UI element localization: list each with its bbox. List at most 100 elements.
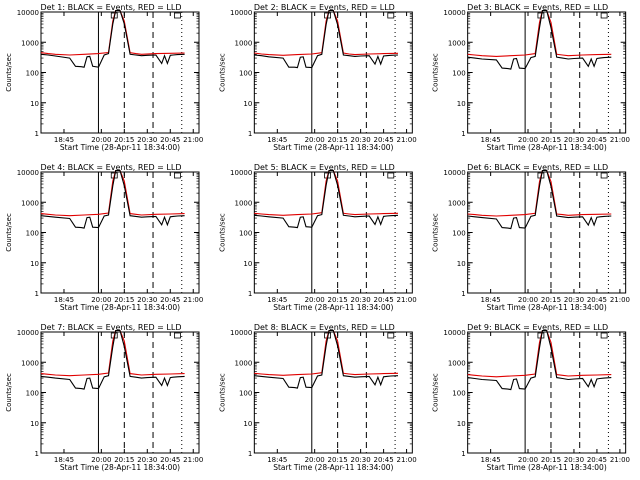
det-3-xlabel: Start Time (28-Apr-11 18:34:00) [487, 143, 607, 152]
det-8-title: Det 8: BLACK = Events, RED = LLD [254, 323, 395, 332]
det-6-xtick-label: 20:00 [518, 296, 538, 304]
det-4-xtick-label: 20:15 [114, 296, 134, 304]
det-7-ytick-label: 1000 [21, 359, 39, 367]
det-2-plot-frame [253, 11, 413, 134]
det-4-ylabel: Counts/sec [5, 213, 13, 252]
det-5-ytick-label: 10 [243, 260, 252, 268]
det-3-ytick-label: 10000 [443, 9, 465, 17]
det-4-series-lld [40, 169, 185, 217]
det-5-xtick-label: 20:15 [328, 296, 348, 304]
det-1-xlabel: Start Time (28-Apr-11 18:34:00) [60, 143, 180, 152]
det-8-marker-box [387, 332, 395, 339]
det-2-title: Det 2: BLACK = Events, RED = LLD [254, 3, 395, 12]
det-9-series-lld [467, 329, 612, 378]
det-3-xtick-label: 20:00 [518, 136, 538, 144]
det-9-ytick-label: 1000 [448, 359, 466, 367]
det-6-ytick-label: 100 [452, 230, 465, 238]
det-4-xtick-label: 20:00 [91, 296, 111, 304]
det-6-xtick-label: 18:45 [481, 296, 501, 304]
det-6-xtick-label: 20:15 [541, 296, 561, 304]
det-8-plot-frame [253, 331, 413, 454]
det-9-xtick-label: 18:45 [481, 456, 501, 464]
det-2-xtick-label: 20:00 [305, 136, 325, 144]
det-8-xtick-label: 20:30 [351, 456, 371, 464]
det-9-ytick-label: 1 [461, 450, 465, 458]
det-9-xtick-label: 20:00 [518, 456, 538, 464]
det-3-xtick-label: 20:15 [541, 136, 561, 144]
det-6-title: Det 6: BLACK = Events, RED = LLD [467, 163, 608, 172]
det-7-xtick-label: 21:00 [183, 456, 203, 464]
det-2-xtick-label: 18:45 [267, 136, 287, 144]
det-1-xtick-label: 20:15 [114, 136, 134, 144]
det-5-ytick-label: 1000 [235, 199, 253, 207]
det-8-xlabel: Start Time (28-Apr-11 18:34:00) [273, 463, 393, 472]
det-2-ytick-label: 1 [248, 130, 252, 138]
det-8-series-lld [254, 329, 399, 376]
det-5-xtick-label: 21:00 [396, 296, 416, 304]
det-9-xtick-label: 20:15 [541, 456, 561, 464]
det-3-ytick-label: 100 [452, 70, 465, 78]
det-4-ytick-label: 1000 [21, 199, 39, 207]
det-3-ytick-label: 1 [461, 130, 465, 138]
det-1-series-events [40, 9, 185, 68]
det-3-xtick-label: 21:00 [610, 136, 630, 144]
det-5-marker-box [387, 172, 395, 179]
det-1-ytick-label: 10000 [17, 9, 39, 17]
det-7-marker-box [174, 332, 181, 339]
det-8-ytick-label: 10000 [230, 329, 252, 337]
det-3-ytick-label: 1000 [448, 39, 466, 47]
det-7-ytick-label: 1 [35, 450, 39, 458]
det-9-plot-frame [467, 331, 627, 454]
det-8-ytick-label: 1000 [235, 359, 253, 367]
det-9-xtick-label: 21:00 [610, 456, 630, 464]
det-4-ytick-label: 10 [30, 260, 39, 268]
det-6-xtick-label: 21:00 [610, 296, 630, 304]
det-9-ytick-label: 10 [457, 420, 466, 428]
det-6-ytick-label: 10000 [443, 169, 465, 177]
det-9-ytick-label: 100 [452, 390, 465, 398]
det-5-ytick-label: 100 [239, 230, 252, 238]
det-4-xtick-label: 20:30 [137, 296, 157, 304]
det-6-series-lld [467, 169, 612, 217]
det-7-xtick-label: 20:15 [114, 456, 134, 464]
det-2-xtick-label: 20:45 [374, 136, 394, 144]
det-4-xtick-label: 21:00 [183, 296, 203, 304]
det-5-xlabel: Start Time (28-Apr-11 18:34:00) [273, 303, 393, 312]
det-4-xtick-label: 18:45 [54, 296, 74, 304]
det-4-marker-box [174, 172, 181, 179]
det-3-series-lld [467, 9, 612, 57]
det-6-xlabel: Start Time (28-Apr-11 18:34:00) [487, 303, 607, 312]
det-3-title: Det 3: BLACK = Events, RED = LLD [467, 3, 608, 12]
det-1-ytick-label: 1000 [21, 39, 39, 47]
det-1-marker-box [174, 12, 181, 19]
det-1-plot-frame [40, 11, 200, 134]
det-1-title: Det 1: BLACK = Events, RED = LLD [41, 3, 182, 12]
det-6-series-events [467, 169, 612, 230]
det-7-ytick-label: 10000 [17, 329, 39, 337]
det-5-xtick-label: 20:45 [374, 296, 394, 304]
det-7-xlabel: Start Time (28-Apr-11 18:34:00) [60, 463, 180, 472]
det-7-ytick-label: 10 [30, 420, 39, 428]
det-8-xtick-label: 20:00 [305, 456, 325, 464]
det-7-plot-frame [40, 331, 200, 454]
det-8-ytick-label: 100 [239, 390, 252, 398]
det-8-ytick-label: 1 [248, 450, 252, 458]
det-5-plot-frame [253, 171, 413, 294]
det-2-xtick-label: 21:00 [396, 136, 416, 144]
det-5-series-lld [254, 169, 399, 216]
det-7-series-events [40, 329, 185, 390]
det-8-ytick-label: 10 [243, 420, 252, 428]
det-7-ytick-label: 100 [26, 390, 39, 398]
det-4-title: Det 4: BLACK = Events, RED = LLD [41, 163, 182, 172]
det-9-xlabel: Start Time (28-Apr-11 18:34:00) [487, 463, 607, 472]
det-4-ytick-label: 100 [26, 230, 39, 238]
det-1-xtick-label: 21:00 [183, 136, 203, 144]
det-7-xtick-label: 20:00 [91, 456, 111, 464]
det-8-xtick-label: 18:45 [267, 456, 287, 464]
det-7-xtick-label: 20:45 [160, 456, 180, 464]
det-9-xtick-label: 20:45 [587, 456, 607, 464]
det-8-xtick-label: 21:00 [396, 456, 416, 464]
det-1-ytick-label: 1 [35, 130, 39, 138]
det-4-ytick-label: 10000 [17, 169, 39, 177]
